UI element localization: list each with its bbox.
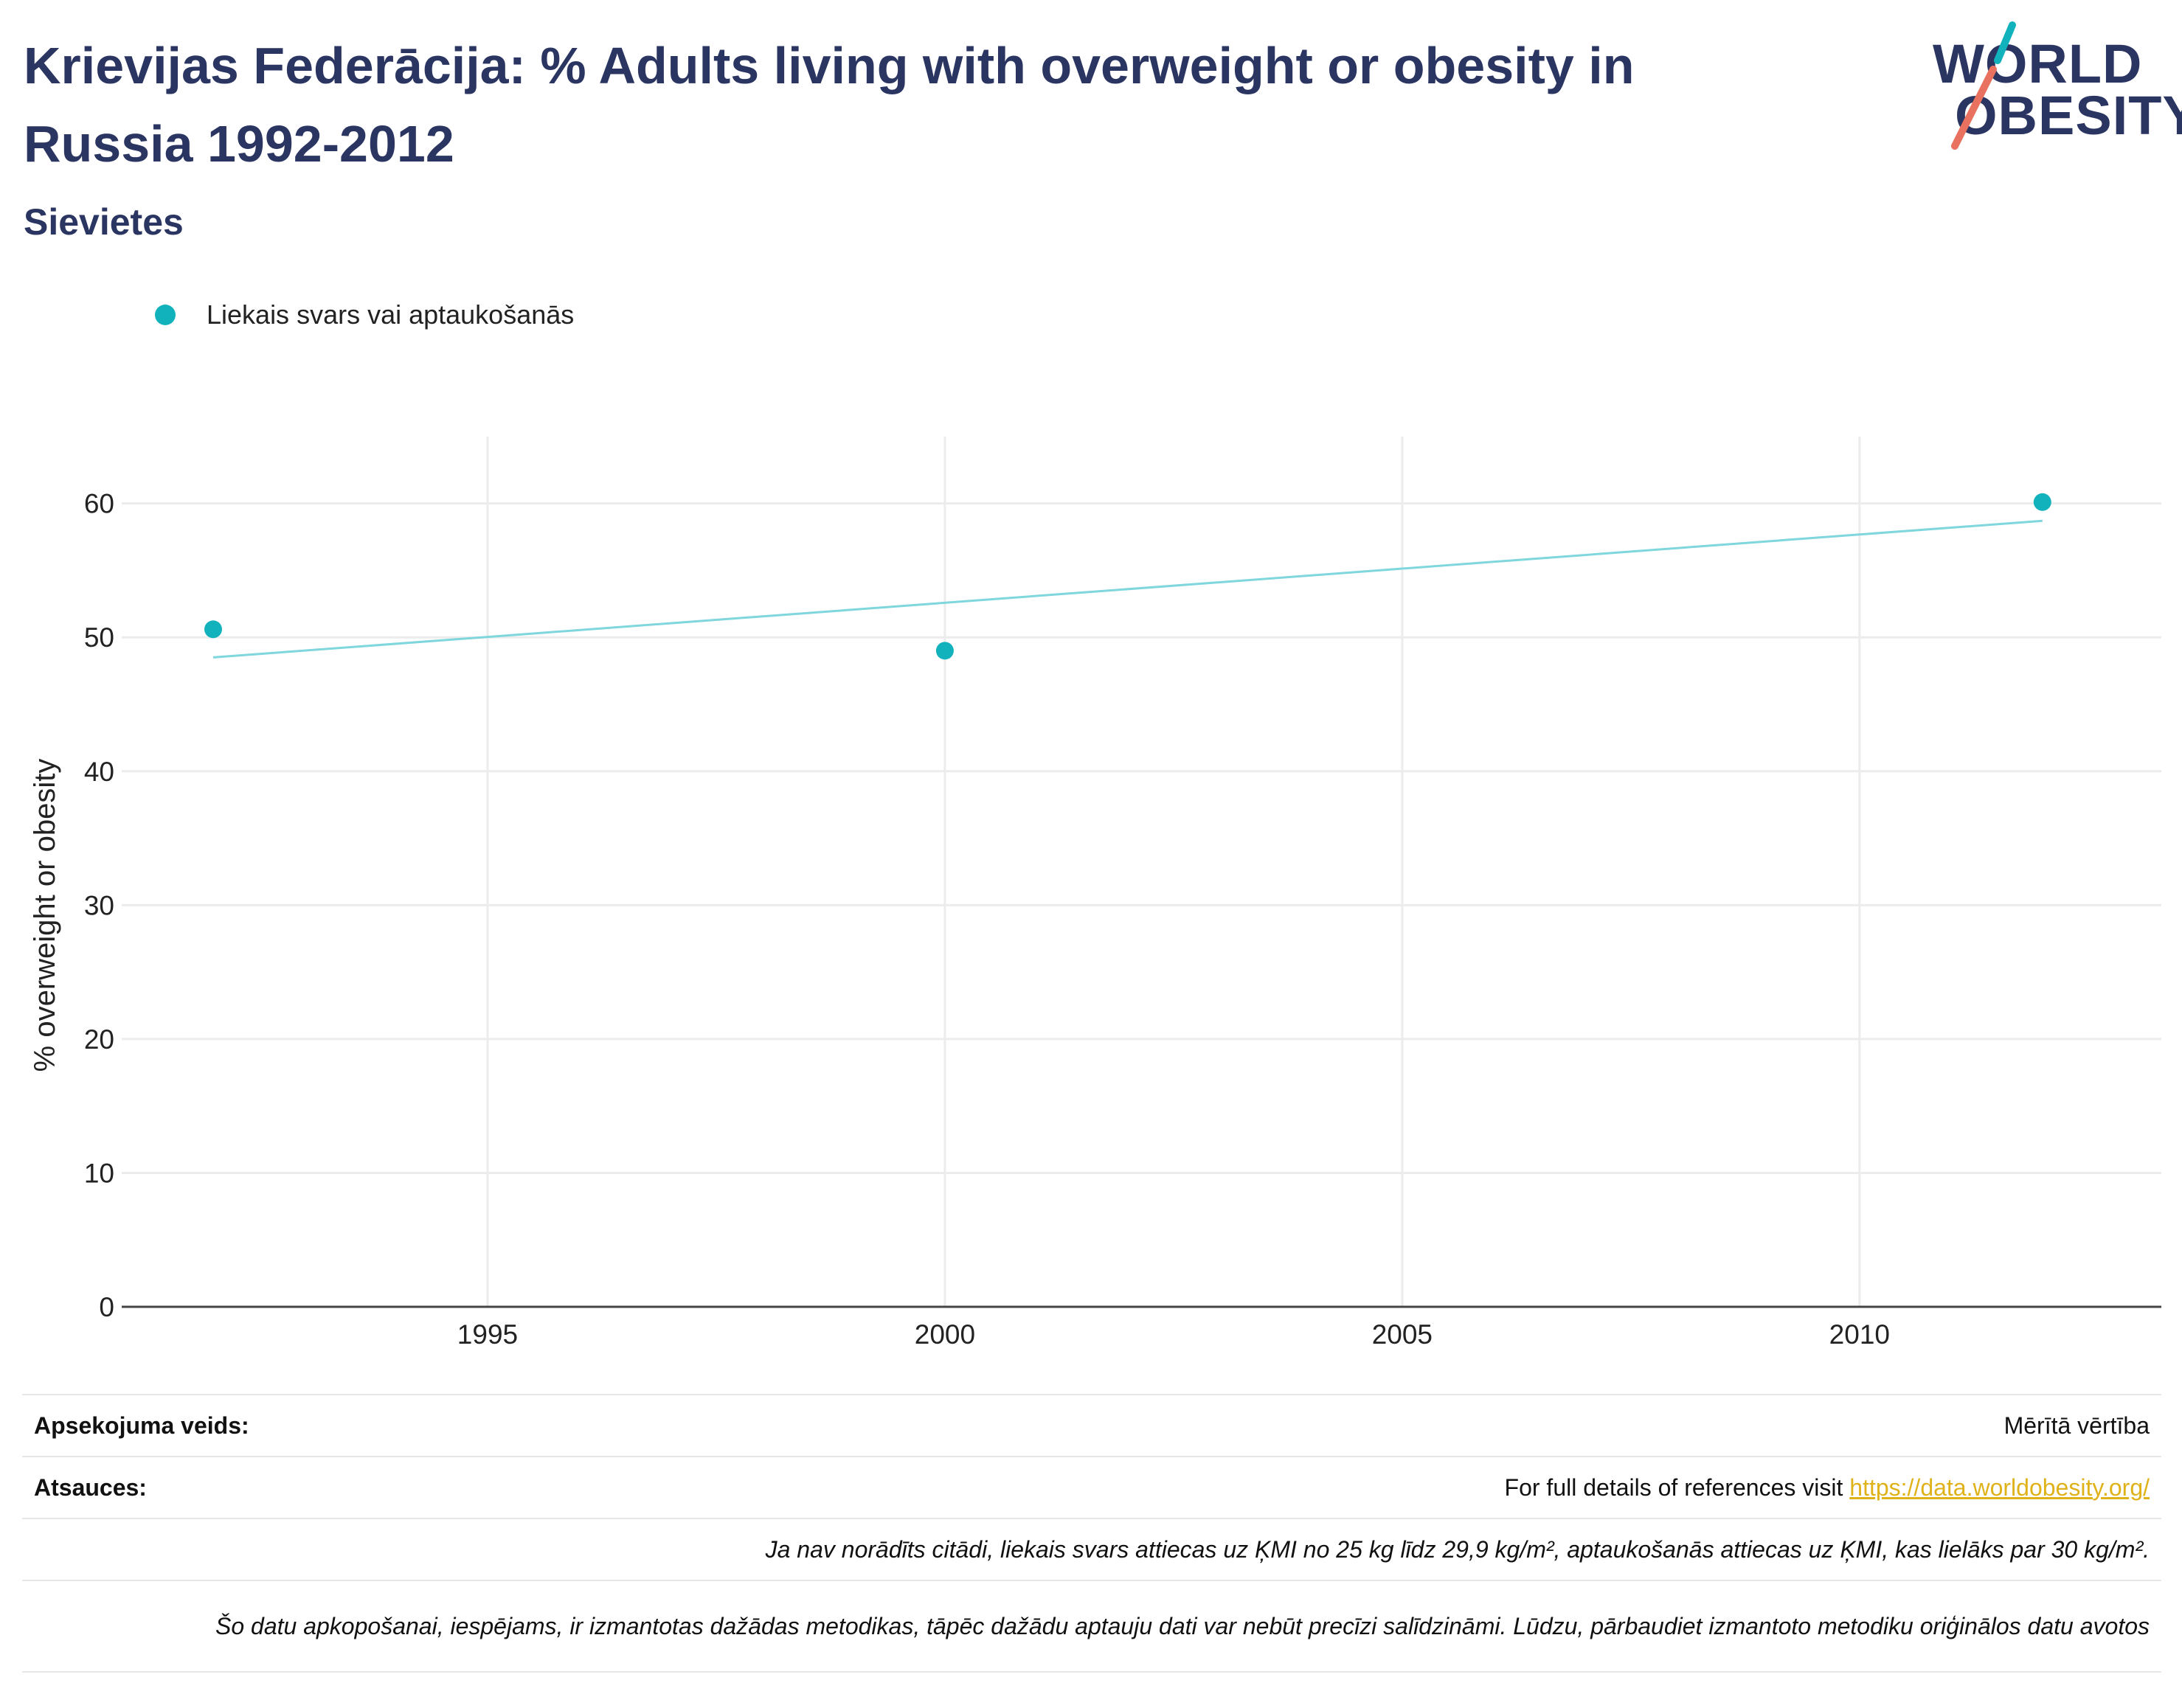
references-link[interactable]: https://data.worldobesity.org/ — [1849, 1473, 2150, 1501]
legend-label: Liekais svars vai aptaukošanās — [207, 299, 575, 330]
y-tick-label: 50 — [84, 622, 114, 653]
world-obesity-logo: WORLD OBESITY — [1925, 21, 2182, 153]
data-point — [204, 620, 222, 639]
survey-type-label: Apsekojuma veids: — [34, 1412, 249, 1439]
chart-footer: Apsekojuma veids: Mērītā vērtība Atsauce… — [22, 1394, 2161, 1673]
trend-line — [212, 519, 2043, 659]
x-tick-label: 2005 — [1372, 1319, 1433, 1350]
logo-slash-icon — [1951, 21, 2016, 150]
chart-legend: Liekais svars vai aptaukošanās — [155, 296, 574, 333]
scatter-chart: 0 10 20 30 40 50 60 1995 2000 2005 2010 % overweigh… — [29, 437, 2161, 1350]
definition-note: Ja nav norādīts citādi, liekais svars at… — [765, 1535, 2150, 1563]
x-tick-label: 1995 — [457, 1319, 518, 1350]
methodology-note: Šo datu apkopošanai, iespējams, ir izman… — [215, 1612, 2150, 1639]
y-tick-label: 0 — [99, 1292, 114, 1322]
legend-marker — [155, 305, 176, 325]
y-tick-label: 20 — [84, 1024, 114, 1055]
chart-subtitle: Sievietes — [24, 201, 184, 243]
references-text: For full details of references visit htt… — [1505, 1474, 2150, 1502]
chart-title: Krievijas Federācija: % Adults living wi… — [24, 37, 1635, 173]
x-tick-label: 2010 — [1829, 1319, 1890, 1350]
logo-word-obesity: OBESITY — [1955, 85, 2182, 146]
references-label: Atsauces: — [34, 1473, 147, 1501]
logo-word-world: WORLD — [1933, 33, 2143, 94]
y-tick-label: 10 — [84, 1158, 114, 1188]
methodology-note-row: Šo datu apkopošanai, iespējams, ir izman… — [22, 1580, 2161, 1673]
survey-type-row: Apsekojuma veids: Mērītā vērtība — [22, 1394, 2161, 1456]
y-tick-label: 30 — [84, 890, 114, 920]
data-point — [935, 642, 954, 660]
x-tick-label: 2000 — [915, 1319, 975, 1350]
references-intro: For full details of references visit — [1504, 1473, 1850, 1501]
y-tick-label: 40 — [84, 757, 114, 787]
references-row: Atsauces: For full details of references… — [22, 1456, 2161, 1518]
survey-type-value: Mērītā vērtība — [2003, 1412, 2150, 1439]
definition-note-row: Ja nav norādīts citādi, liekais svars at… — [22, 1518, 2161, 1580]
y-tick-label: 60 — [84, 489, 114, 519]
y-axis-title: % overweight or obesity — [29, 759, 61, 1072]
data-point — [2033, 493, 2051, 511]
